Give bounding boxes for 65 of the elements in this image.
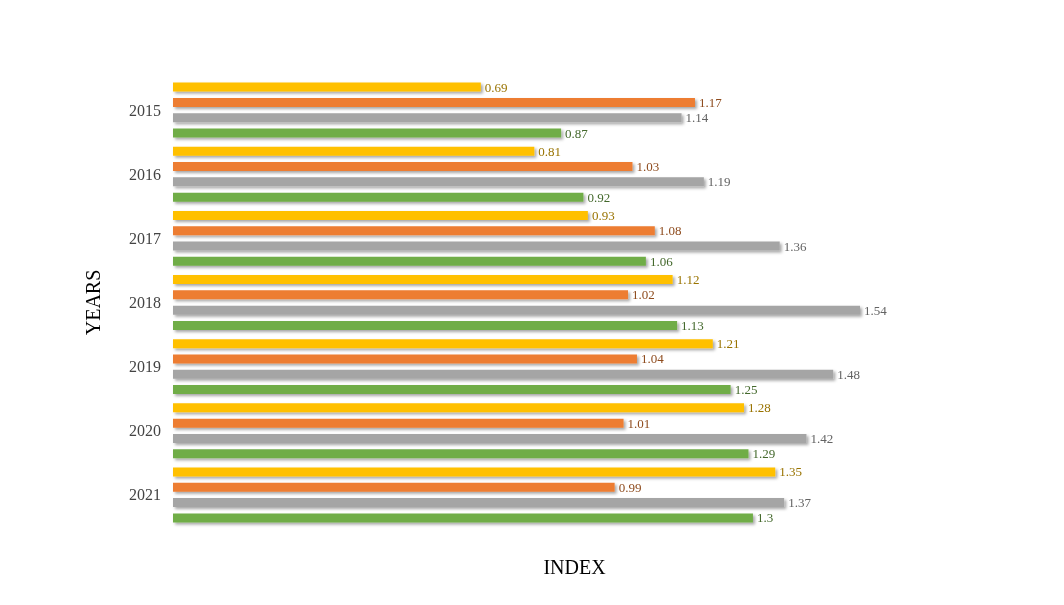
y-tick-label: 2018 bbox=[129, 294, 161, 311]
bar bbox=[173, 482, 615, 492]
data-label: 1.35 bbox=[779, 464, 802, 480]
data-label: 1.25 bbox=[734, 382, 758, 398]
bar bbox=[173, 433, 807, 443]
data-label: 1.14 bbox=[685, 110, 709, 126]
data-label: 1.17 bbox=[698, 94, 723, 110]
data-label: 1.42 bbox=[810, 430, 834, 446]
data-label: 1.12 bbox=[676, 272, 700, 288]
bar bbox=[173, 256, 646, 266]
y-axis-title: YEARS bbox=[82, 269, 104, 336]
data-label: 1.37 bbox=[788, 495, 812, 511]
bar bbox=[173, 498, 785, 508]
data-label: 0.81 bbox=[538, 143, 562, 159]
bar bbox=[173, 82, 481, 92]
y-tick-label: 2019 bbox=[129, 358, 161, 376]
data-label: 0.99 bbox=[618, 479, 642, 495]
bar bbox=[173, 369, 834, 379]
data-label: 0.69 bbox=[484, 79, 508, 95]
bar bbox=[173, 146, 535, 156]
bar bbox=[173, 385, 731, 395]
bar bbox=[173, 210, 588, 220]
y-tick-label: 2021 bbox=[129, 486, 161, 504]
bar bbox=[173, 162, 633, 172]
bar bbox=[173, 449, 749, 459]
data-label: 1.01 bbox=[627, 415, 651, 431]
bar bbox=[173, 418, 624, 428]
bar bbox=[173, 177, 704, 187]
x-axis-title: INDEX bbox=[543, 556, 607, 578]
bar bbox=[173, 275, 673, 285]
data-label: 1.29 bbox=[752, 446, 776, 462]
data-label: 1.03 bbox=[636, 159, 660, 175]
data-label: 1.21 bbox=[716, 336, 740, 352]
bar bbox=[173, 290, 629, 300]
bar bbox=[173, 241, 780, 251]
data-label: 1.19 bbox=[707, 174, 731, 190]
bar bbox=[173, 339, 713, 349]
bar bbox=[173, 305, 861, 315]
data-label: 1.06 bbox=[649, 253, 674, 269]
bar bbox=[173, 320, 678, 330]
y-tick-label: 2015 bbox=[129, 101, 161, 119]
data-label: 0.92 bbox=[587, 189, 611, 205]
bar bbox=[173, 354, 637, 364]
data-label: 1.54 bbox=[864, 302, 888, 318]
data-label: 1.28 bbox=[748, 400, 771, 416]
bar bbox=[173, 226, 655, 236]
y-tick-label: 2016 bbox=[129, 165, 161, 183]
bar bbox=[173, 97, 695, 107]
data-label: 1.36 bbox=[783, 238, 807, 254]
data-label: 1.08 bbox=[658, 223, 682, 239]
data-label: 0.93 bbox=[591, 207, 615, 223]
bar bbox=[173, 113, 682, 123]
data-label: 1.04 bbox=[640, 351, 665, 367]
y-tick-label: 2017 bbox=[129, 229, 161, 247]
data-label: 1.13 bbox=[681, 317, 704, 333]
data-label: 0.87 bbox=[565, 125, 589, 141]
bar bbox=[173, 467, 776, 477]
bar bbox=[173, 403, 745, 413]
data-label: 1.3 bbox=[756, 510, 774, 526]
bar bbox=[173, 128, 562, 138]
bar bbox=[173, 513, 753, 523]
y-tick-label: 2020 bbox=[129, 422, 161, 440]
data-label: 1.48 bbox=[837, 366, 860, 382]
bar bbox=[173, 192, 584, 202]
data-label: 1.02 bbox=[632, 287, 655, 303]
